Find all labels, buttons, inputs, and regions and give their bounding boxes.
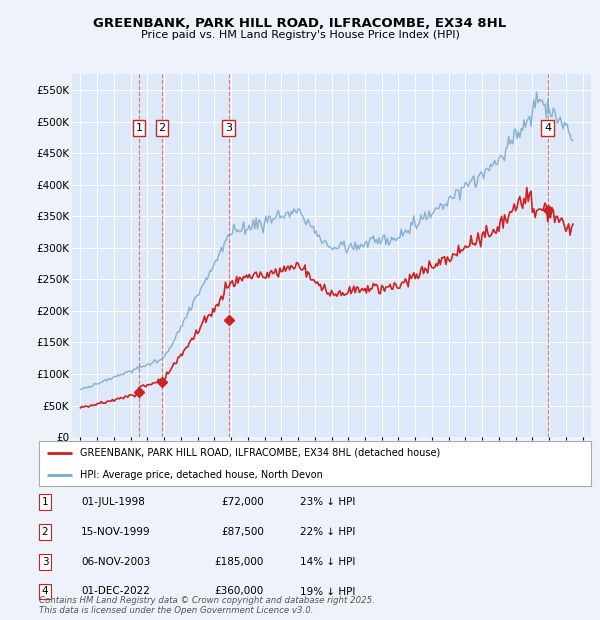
Text: 23% ↓ HPI: 23% ↓ HPI bbox=[300, 497, 355, 507]
Text: Contains HM Land Registry data © Crown copyright and database right 2025.
This d: Contains HM Land Registry data © Crown c… bbox=[39, 596, 375, 615]
Text: 3: 3 bbox=[225, 123, 232, 133]
Text: HPI: Average price, detached house, North Devon: HPI: Average price, detached house, Nort… bbox=[80, 470, 323, 480]
Text: 14% ↓ HPI: 14% ↓ HPI bbox=[300, 557, 355, 567]
Text: 3: 3 bbox=[41, 557, 49, 567]
Text: 22% ↓ HPI: 22% ↓ HPI bbox=[300, 527, 355, 537]
Text: 1: 1 bbox=[136, 123, 142, 133]
Text: 2: 2 bbox=[41, 527, 49, 537]
Text: 06-NOV-2003: 06-NOV-2003 bbox=[81, 557, 150, 567]
Text: 1: 1 bbox=[41, 497, 49, 507]
Text: Price paid vs. HM Land Registry's House Price Index (HPI): Price paid vs. HM Land Registry's House … bbox=[140, 30, 460, 40]
Text: 2: 2 bbox=[158, 123, 166, 133]
Text: £87,500: £87,500 bbox=[221, 527, 264, 537]
Text: £185,000: £185,000 bbox=[215, 557, 264, 567]
Text: £72,000: £72,000 bbox=[221, 497, 264, 507]
Text: 4: 4 bbox=[41, 587, 49, 596]
Text: £360,000: £360,000 bbox=[215, 587, 264, 596]
Text: 15-NOV-1999: 15-NOV-1999 bbox=[81, 527, 151, 537]
Text: GREENBANK, PARK HILL ROAD, ILFRACOMBE, EX34 8HL: GREENBANK, PARK HILL ROAD, ILFRACOMBE, E… bbox=[94, 17, 506, 30]
Text: GREENBANK, PARK HILL ROAD, ILFRACOMBE, EX34 8HL (detached house): GREENBANK, PARK HILL ROAD, ILFRACOMBE, E… bbox=[80, 448, 440, 458]
Text: 4: 4 bbox=[544, 123, 551, 133]
Text: 01-JUL-1998: 01-JUL-1998 bbox=[81, 497, 145, 507]
Text: 19% ↓ HPI: 19% ↓ HPI bbox=[300, 587, 355, 596]
Text: 01-DEC-2022: 01-DEC-2022 bbox=[81, 587, 150, 596]
